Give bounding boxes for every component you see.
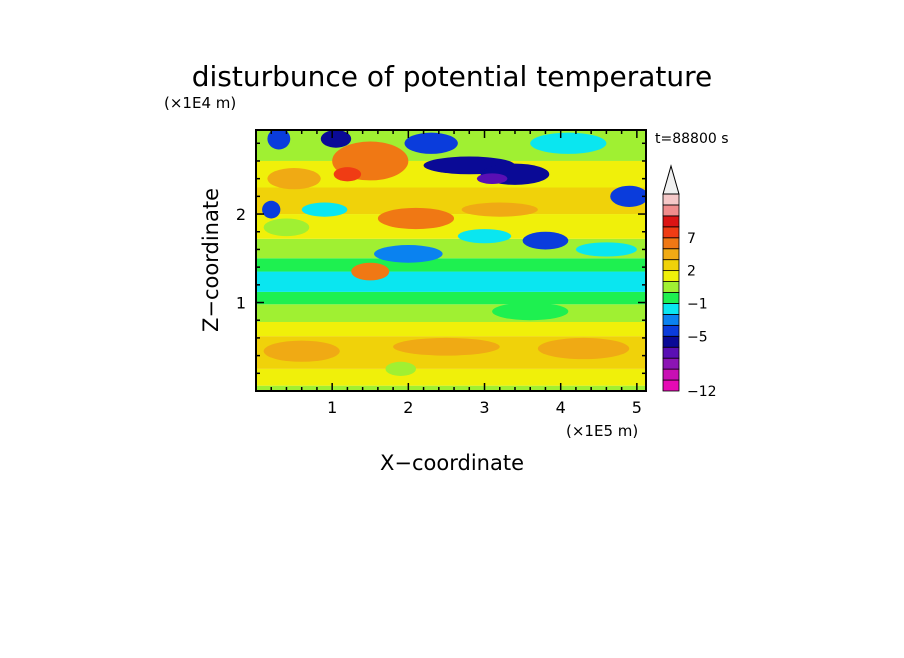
- colorbar-segment: [662, 270, 680, 282]
- colorbar-label: −1: [687, 296, 708, 312]
- field-blob: [262, 200, 281, 219]
- colorbar-label: 7: [687, 231, 696, 247]
- x-axis-ticks: 1 2 3 4 5: [270, 130, 642, 417]
- colorbar-segment: [662, 193, 680, 206]
- y-axis-ticks: 12: [236, 142, 646, 375]
- chart-title: disturbunce of potential temperature: [192, 60, 713, 93]
- colorbar-segment: [662, 292, 680, 304]
- plot-frame: [255, 129, 647, 392]
- x-unit-label: (×1E5 m): [566, 422, 638, 440]
- field-band: [256, 321, 646, 337]
- x-tick-label: 2: [403, 398, 413, 417]
- field-band: [256, 304, 646, 322]
- colorbar-segment: [662, 313, 680, 326]
- field-blob: [351, 262, 390, 281]
- colorbar-segment: [662, 281, 680, 293]
- field-blob: [374, 245, 443, 263]
- colorbar-segment: [662, 303, 680, 315]
- x-tick-label: 4: [556, 398, 566, 417]
- colorbar-arrow: [662, 164, 680, 195]
- colorbar-segment: [662, 357, 680, 370]
- colorbar-segment: [662, 346, 680, 359]
- x-tick-label: 3: [479, 398, 489, 417]
- field-blob: [301, 202, 348, 217]
- colorbar-label: −5: [687, 329, 708, 345]
- field-blob: [476, 173, 508, 184]
- field-blob: [320, 130, 352, 148]
- colorbar-segment: [662, 368, 680, 381]
- field-blob: [522, 231, 569, 250]
- y-axis-title: Z−coordinate: [199, 188, 223, 332]
- field-blob: [537, 337, 630, 360]
- colorbar-segment: [662, 379, 680, 392]
- colorbar-segment: [662, 335, 680, 348]
- field-blob: [393, 337, 500, 356]
- field-blob: [333, 167, 362, 182]
- colorbar-segment: [662, 215, 680, 228]
- colorbar-segment: [662, 237, 680, 250]
- field-blob: [263, 340, 340, 362]
- colorbar-segment: [662, 324, 680, 337]
- field-band: [256, 271, 646, 292]
- plot-field: [256, 130, 646, 391]
- field-band: [256, 258, 646, 272]
- field-blob: [267, 168, 321, 190]
- y-unit-label: (×1E4 m): [164, 94, 236, 112]
- field-blob: [492, 302, 569, 321]
- x-axis-title: X−coordinate: [380, 451, 524, 475]
- field-blob: [385, 361, 416, 376]
- field-blob: [457, 229, 512, 244]
- x-tick-label: 5: [632, 398, 642, 417]
- field-blob: [267, 130, 291, 150]
- colorbar-segment: [662, 204, 680, 217]
- field-blob: [263, 218, 310, 237]
- field-blob: [575, 242, 637, 257]
- colorbar-segment: [662, 259, 680, 272]
- colorbar-segment: [662, 226, 680, 239]
- y-tick-label: 1: [236, 294, 246, 313]
- field-blob: [377, 207, 455, 230]
- colorbar-label: 2: [687, 264, 696, 280]
- field-band: [256, 368, 646, 386]
- x-tick-label: 1: [327, 398, 337, 417]
- field-band: [256, 291, 646, 305]
- field-band: [256, 385, 646, 391]
- colorbar-label: −12: [687, 384, 717, 400]
- colorbar-segment: [662, 248, 680, 261]
- y-tick-label: 2: [236, 205, 246, 224]
- field-blob: [530, 132, 607, 154]
- field-blob: [610, 185, 646, 207]
- field-blob: [404, 132, 458, 154]
- colorbar: −12−5−127: [662, 164, 717, 400]
- field-blob: [461, 202, 538, 217]
- time-label: t=88800 s: [655, 131, 729, 147]
